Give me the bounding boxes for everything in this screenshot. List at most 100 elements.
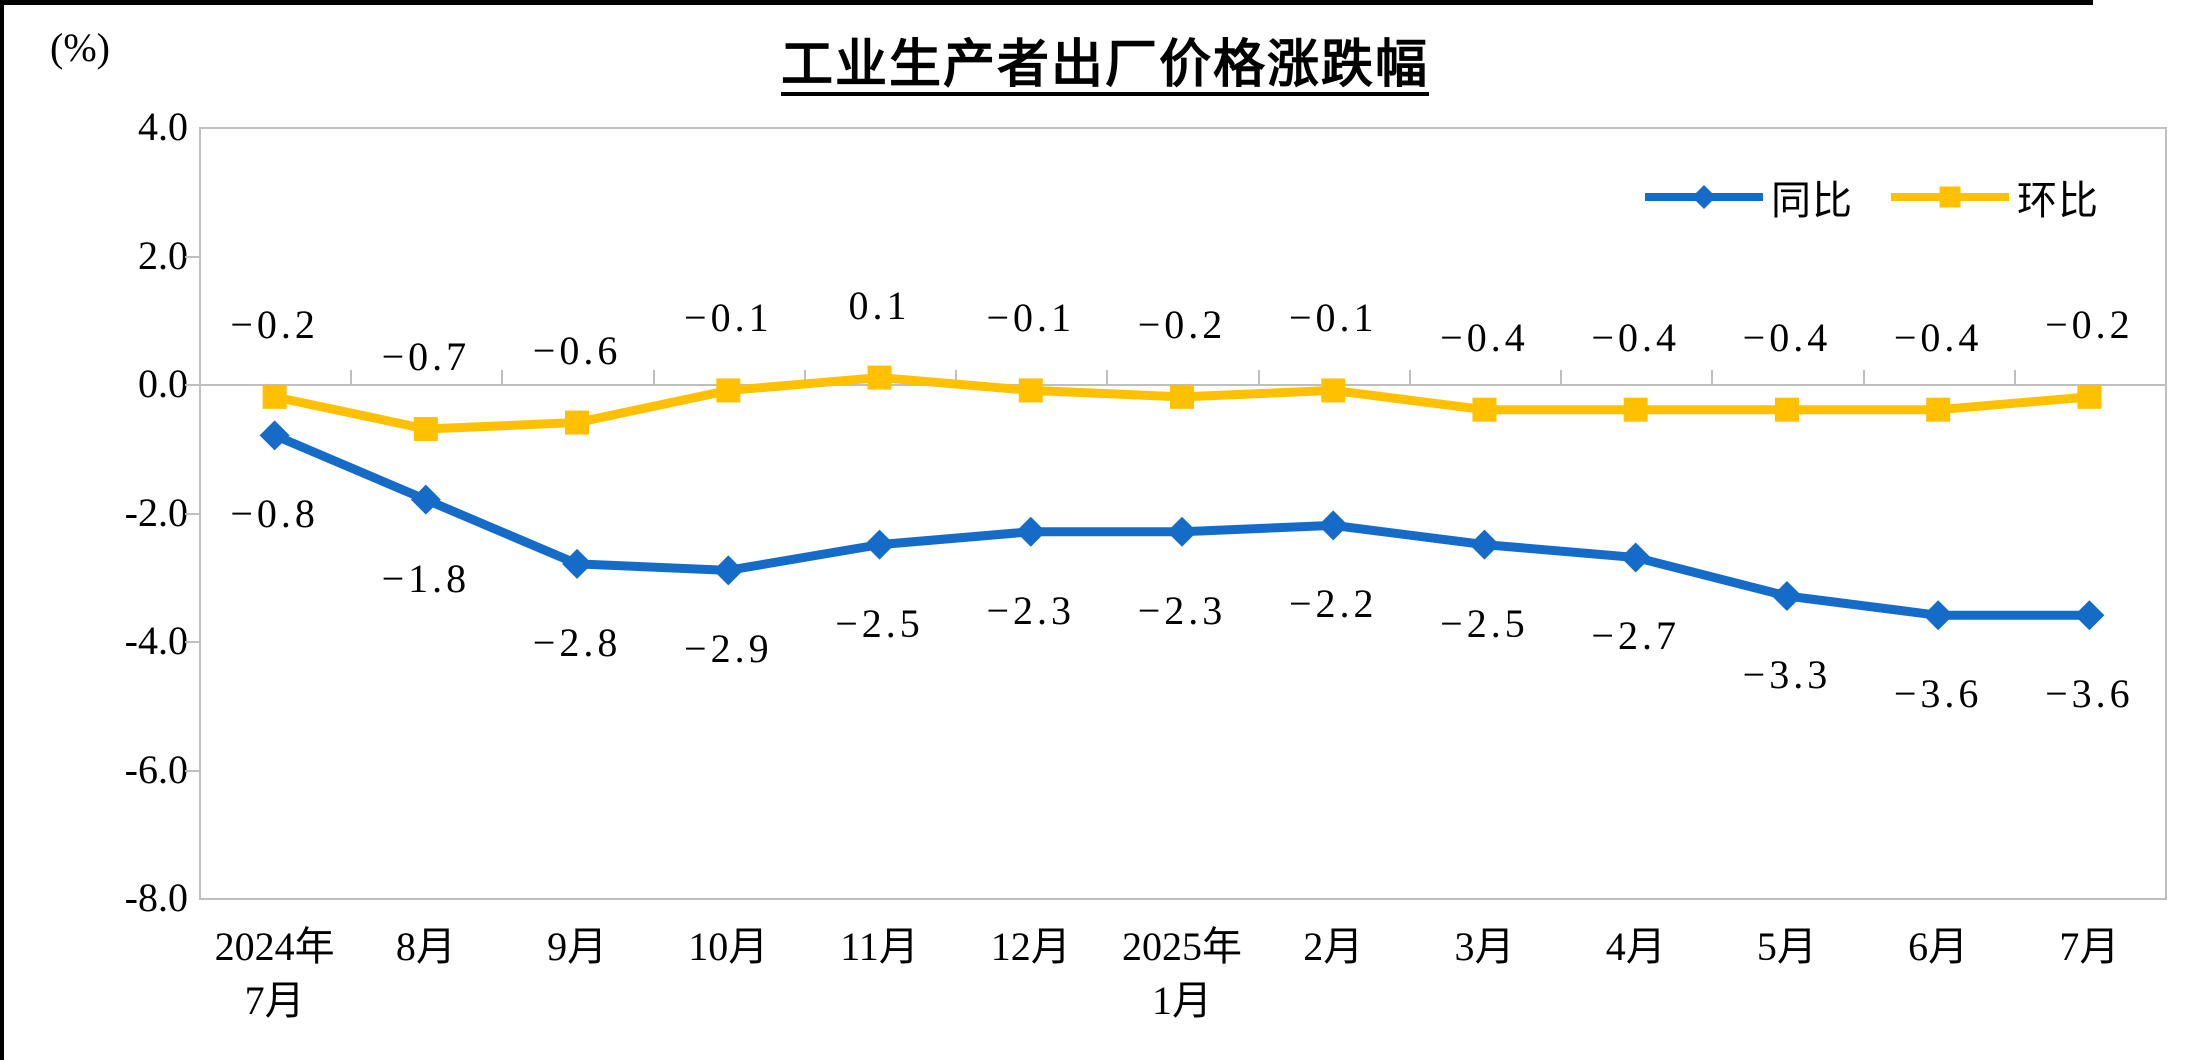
y-tick-mark: [185, 255, 199, 258]
plot-border-bottom: [199, 898, 2165, 900]
mom-line-swatch: [1891, 186, 2009, 208]
环比-data-label: −0.4: [1591, 314, 1680, 360]
环比-point-marker: [1774, 397, 1799, 422]
x-category-label: 2024年 7月: [214, 924, 335, 1023]
x-category-label: 12月: [990, 924, 1071, 969]
同比-point-marker: [1167, 516, 1197, 547]
y-axis-unit-label: (%): [50, 25, 110, 70]
环比-point-marker: [413, 416, 438, 441]
同比-data-label: −2.3: [986, 587, 1076, 633]
y-tick-mark: [185, 512, 199, 515]
环比-data-label: −0.2: [230, 301, 319, 347]
y-tick-mark: [185, 641, 199, 643]
同比-point-marker: [1469, 529, 1500, 560]
x-category-label: 9月: [547, 924, 608, 969]
x-tick-mark: [1408, 370, 1411, 384]
x-category-label: 5月: [1756, 924, 1817, 969]
同比-data-label: −0.8: [230, 491, 319, 537]
同比-data-label: −2.8: [532, 619, 622, 665]
同比-data-label: −3.6: [2045, 671, 2134, 717]
x-tick-mark: [1711, 370, 1714, 384]
环比-point-marker: [716, 378, 741, 403]
环比-point-marker: [1623, 397, 1648, 422]
plot-border-right: [2165, 127, 2167, 900]
x-tick-mark: [803, 370, 806, 384]
同比-point-marker: [562, 548, 593, 579]
page-edge-left-border: [0, 0, 4, 1060]
环比-data-label: −0.4: [1893, 314, 1983, 360]
page-edge-top-border: [0, 0, 2093, 5]
环比-point-marker: [1018, 378, 1043, 403]
x-tick-mark: [1257, 370, 1260, 384]
同比-data-label: −2.3: [1137, 587, 1227, 633]
同比-data-label: −2.2: [1288, 581, 1378, 627]
x-tick-mark: [1106, 370, 1109, 384]
环比-data-label: −0.7: [381, 333, 471, 379]
yoy-line-swatch: [1645, 184, 1763, 210]
x-category-label: 4月: [1605, 924, 1666, 969]
y-tick-label: -8.0: [124, 875, 188, 920]
同比-point-marker: [1318, 510, 1349, 541]
x-category-label: 10月: [688, 924, 769, 969]
环比-point-marker: [262, 384, 287, 409]
同比-point-marker: [864, 529, 895, 560]
square-marker-icon: [1939, 186, 1961, 208]
环比-data-label: −0.4: [1742, 314, 1832, 360]
x-category-label: 11月: [840, 924, 919, 969]
环比-data-label: −0.1: [1288, 295, 1378, 341]
y-tick-label: 0.0: [138, 361, 188, 406]
y-axis-line: [199, 127, 201, 900]
环比-point-marker: [1170, 384, 1194, 409]
y-tick-label: 4.0: [138, 104, 188, 149]
x-category-label: 7月: [2059, 924, 2120, 969]
y-tick-label: -2.0: [124, 489, 188, 535]
同比-point-marker: [713, 555, 744, 586]
环比-data-label: −0.1: [986, 295, 1076, 341]
同比-point-marker: [259, 420, 290, 451]
x-category-label: 8月: [395, 924, 456, 969]
环比-point-marker: [1321, 378, 1346, 403]
同比-point-marker: [1771, 581, 1802, 612]
同比-data-label: −1.8: [381, 555, 471, 601]
环比-point-marker: [565, 410, 590, 435]
x-tick-mark: [501, 370, 504, 384]
环比-data-label: −0.1: [684, 295, 773, 341]
x-category-label: 2月: [1303, 924, 1364, 969]
x-tick-mark: [652, 370, 655, 384]
chart-title: 工业生产者出厂价格涨跌幅: [780, 37, 1430, 94]
x-category-label: 2025年 1月: [1122, 924, 1242, 1023]
同比-data-label: −2.5: [1440, 600, 1529, 646]
环比-point-marker: [2077, 384, 2102, 409]
环比-point-marker: [1472, 397, 1497, 422]
plot-border-top: [199, 127, 2165, 129]
环比-data-label: −0.2: [2045, 301, 2134, 347]
x-tick-mark: [2013, 370, 2016, 384]
x-category-label: 6月: [1908, 924, 1969, 969]
同比-data-label: −3.6: [1893, 671, 1983, 717]
同比-data-label: −3.3: [1742, 652, 1832, 698]
环比-data-label: 0.1: [848, 282, 911, 328]
y-tick-label: 2.0: [138, 232, 188, 278]
同比-point-marker: [1620, 542, 1651, 573]
legend: 同比 环比: [1645, 168, 2099, 226]
环比-point-marker: [867, 365, 892, 390]
环比-data-label: −0.6: [532, 327, 622, 373]
x-tick-mark: [955, 370, 958, 384]
同比-data-label: −2.7: [1591, 613, 1680, 659]
环比-data-label: −0.4: [1440, 314, 1529, 360]
x-tick-mark: [1862, 370, 1865, 384]
legend-item-yoy: 同比: [1645, 168, 1853, 226]
legend-item-mom: 环比: [1891, 168, 2099, 226]
y-tick-mark: [185, 384, 199, 386]
同比-data-label: −2.9: [684, 626, 773, 672]
x-tick-mark: [350, 370, 353, 384]
y-tick-label: -4.0: [124, 618, 188, 663]
同比-point-marker: [410, 484, 441, 515]
环比-point-marker: [1926, 397, 1951, 422]
同比-data-label: −2.5: [835, 600, 924, 646]
x-tick-mark: [1560, 370, 1563, 384]
x-category-label: 3月: [1454, 924, 1515, 969]
环比-data-label: −0.2: [1137, 301, 1227, 347]
